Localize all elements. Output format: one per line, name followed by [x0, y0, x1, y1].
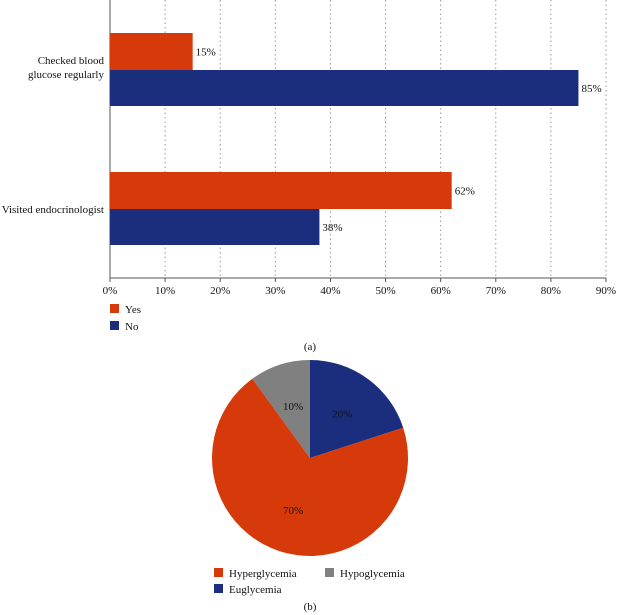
pie-label-hypoglycemia: 10%: [283, 401, 303, 413]
data-label-no-checked-glucose: 85%: [581, 83, 601, 95]
x-tick-label: 60%: [431, 285, 451, 297]
pie-chart: 20% 70% 10% Hyperglycemia Hypoglycemia E…: [212, 360, 408, 613]
x-tick-label: 50%: [375, 285, 395, 297]
x-tick-label: 40%: [320, 285, 340, 297]
x-tick-label: 70%: [486, 285, 506, 297]
legend-hyperglycemia-swatch: [214, 568, 223, 577]
pie-slice-hyperglycemia: [212, 378, 408, 556]
bar-chart: Checked blood glucose regularly Visited …: [2, 0, 616, 353]
x-tick-label: 30%: [265, 285, 285, 297]
x-tick-label: 10%: [155, 285, 175, 297]
legend-hypoglycemia-label: Hypoglycemia: [340, 568, 405, 580]
legend-no-swatch: [110, 321, 119, 330]
caption-b: (b): [304, 601, 317, 613]
category-label-1a: Checked blood: [38, 55, 105, 67]
x-tick-label: 90%: [596, 285, 616, 297]
bar-no-checked-glucose: [110, 70, 579, 106]
pie-slice-euglycemia: [310, 360, 404, 458]
caption-a: (a): [304, 341, 317, 353]
x-tick-label: 0%: [103, 285, 118, 297]
legend-yes-label: Yes: [125, 304, 141, 316]
legend-euglycemia-swatch: [214, 584, 223, 593]
x-tick-label: 80%: [541, 285, 561, 297]
pie-label-euglycemia: 20%: [332, 409, 352, 421]
pie-label-hyperglycemia: 70%: [283, 505, 303, 517]
data-label-no-visited-endocrinologist: 38%: [322, 222, 342, 234]
legend-hypoglycemia-swatch: [325, 568, 334, 577]
pie-slice-hypoglycemia: [252, 360, 310, 458]
bar-no-visited-endocrinologist: [110, 209, 320, 245]
data-label-yes-visited-endocrinologist: 62%: [455, 186, 475, 198]
legend-no-label: No: [125, 321, 139, 333]
bar-yes-visited-endocrinologist: [110, 172, 452, 209]
category-label-1b: glucose regularly: [28, 69, 105, 81]
legend-euglycemia-label: Euglycemia: [229, 584, 282, 596]
legend-hyperglycemia-label: Hyperglycemia: [229, 568, 297, 580]
x-tick-label: 20%: [210, 285, 230, 297]
legend-yes-swatch: [110, 304, 119, 313]
category-label-2: Visited endocrinologist: [2, 204, 104, 216]
bar-yes-checked-glucose: [110, 33, 193, 70]
data-label-yes-checked-glucose: 15%: [196, 47, 216, 59]
